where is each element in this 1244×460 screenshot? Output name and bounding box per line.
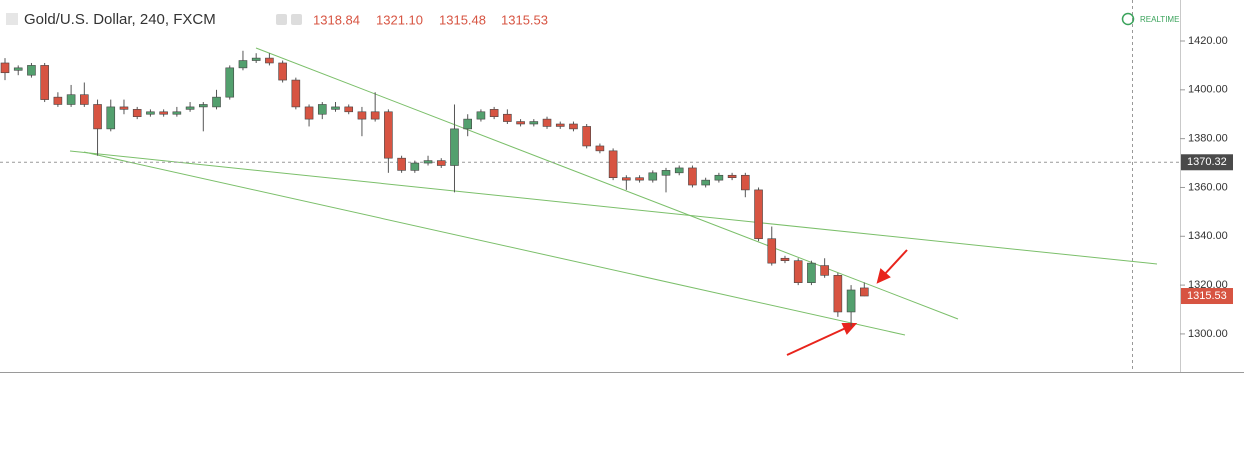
- trend-line: [255, 47, 959, 320]
- arrow: [882, 249, 908, 277]
- y-tick-label: 1340.00: [1188, 230, 1228, 242]
- arrow-head: [841, 323, 858, 335]
- candle-body: [463, 118, 473, 130]
- candle-body: [807, 262, 816, 283]
- candle-body: [423, 160, 433, 164]
- candle-body: [450, 128, 459, 166]
- candle-body: [66, 94, 76, 105]
- eye-icon: [276, 14, 287, 25]
- y-tick-label: 1420.00: [1188, 35, 1228, 47]
- candle-body: [159, 111, 168, 115]
- candle-body: [265, 57, 274, 64]
- crosshair-label-box: [1181, 154, 1233, 171]
- candle-body: [859, 287, 869, 297]
- candle-body: [674, 167, 684, 174]
- candle-body: [661, 170, 671, 176]
- candle-body: [27, 65, 36, 76]
- candle-body: [476, 111, 486, 120]
- candle-body: [331, 106, 340, 110]
- realtime-icon: [1121, 12, 1135, 26]
- y-tick-label: 1380.00: [1188, 133, 1228, 145]
- candle-body: [489, 109, 499, 117]
- candle-body: [238, 60, 248, 69]
- candle-body: [291, 79, 301, 108]
- candle-body: [185, 106, 195, 110]
- candle-body: [767, 238, 777, 264]
- candle-body: [569, 123, 578, 130]
- candle-body: [13, 67, 23, 71]
- candle-body: [741, 174, 750, 191]
- candle-body: [146, 111, 155, 115]
- candle-body: [688, 167, 697, 186]
- header-icon: [6, 13, 18, 25]
- last-price-label: 1315.53: [1187, 290, 1227, 302]
- arrows: [786, 249, 908, 356]
- candle-body: [304, 106, 314, 120]
- candle-body: [93, 104, 102, 130]
- candle-body: [714, 174, 724, 181]
- y-tick-label: 1320.00: [1188, 279, 1228, 291]
- candle-body: [595, 145, 605, 152]
- candle-body: [846, 289, 856, 313]
- candle-body: [119, 106, 129, 110]
- candle-body: [172, 111, 182, 115]
- candle-body: [833, 275, 843, 313]
- candle-body: [608, 150, 618, 179]
- y-tick-label: 1400.00: [1188, 84, 1228, 96]
- candle-body: [132, 109, 142, 117]
- candle-body: [251, 57, 261, 61]
- candle-body: [793, 260, 803, 283]
- candle-body: [397, 157, 406, 171]
- trend-lines: [69, 47, 1158, 336]
- candle-body: [357, 111, 367, 120]
- candle-body: [0, 62, 10, 74]
- candle-body: [622, 177, 631, 181]
- candle-body: [370, 111, 380, 120]
- candle-body: [199, 104, 208, 108]
- candle-body: [317, 104, 327, 115]
- candle-body: [516, 121, 525, 125]
- candle-body: [384, 111, 393, 159]
- candle-body: [80, 94, 89, 105]
- candle-body: [410, 162, 420, 171]
- realtime-label: REALTIME: [1140, 15, 1179, 24]
- candle-body: [212, 96, 221, 108]
- candle-body: [225, 67, 235, 98]
- candle-body: [582, 126, 591, 147]
- candle-body: [503, 113, 512, 122]
- trend-line: [83, 151, 906, 336]
- candle-body: [542, 118, 552, 127]
- candle-body: [727, 174, 737, 179]
- candle-body: [278, 62, 287, 81]
- candle-body: [820, 265, 829, 276]
- ohlc-value: 1318.84: [313, 12, 360, 27]
- chart-title: Gold/U.S. Dollar, 240, FXCM: [24, 11, 216, 28]
- y-tick-label: 1360.00: [1188, 181, 1228, 193]
- candle-body: [648, 172, 658, 181]
- last-price-box: [1181, 288, 1233, 305]
- candle-body: [754, 189, 763, 240]
- settings-icon: [291, 14, 302, 25]
- candle-body: [555, 123, 565, 127]
- candle-body: [780, 257, 790, 261]
- candle-body: [701, 179, 710, 186]
- candle-body: [436, 160, 446, 166]
- ohlc-value: 1315.48: [439, 12, 486, 27]
- y-tick-label: 1300.00: [1188, 328, 1228, 340]
- candle-body: [53, 96, 63, 105]
- trend-line: [69, 150, 1158, 265]
- arrow-head: [876, 268, 891, 284]
- candle-body: [344, 106, 354, 113]
- crosshair-label: 1370.32: [1187, 156, 1227, 168]
- candle-body: [635, 177, 644, 181]
- candle-body: [40, 65, 49, 100]
- candle-body: [106, 106, 116, 130]
- candle-body: [529, 121, 539, 125]
- arrow: [786, 326, 849, 356]
- ohlc-value: 1315.53: [501, 12, 548, 27]
- ohlc-value: 1321.10: [376, 12, 423, 27]
